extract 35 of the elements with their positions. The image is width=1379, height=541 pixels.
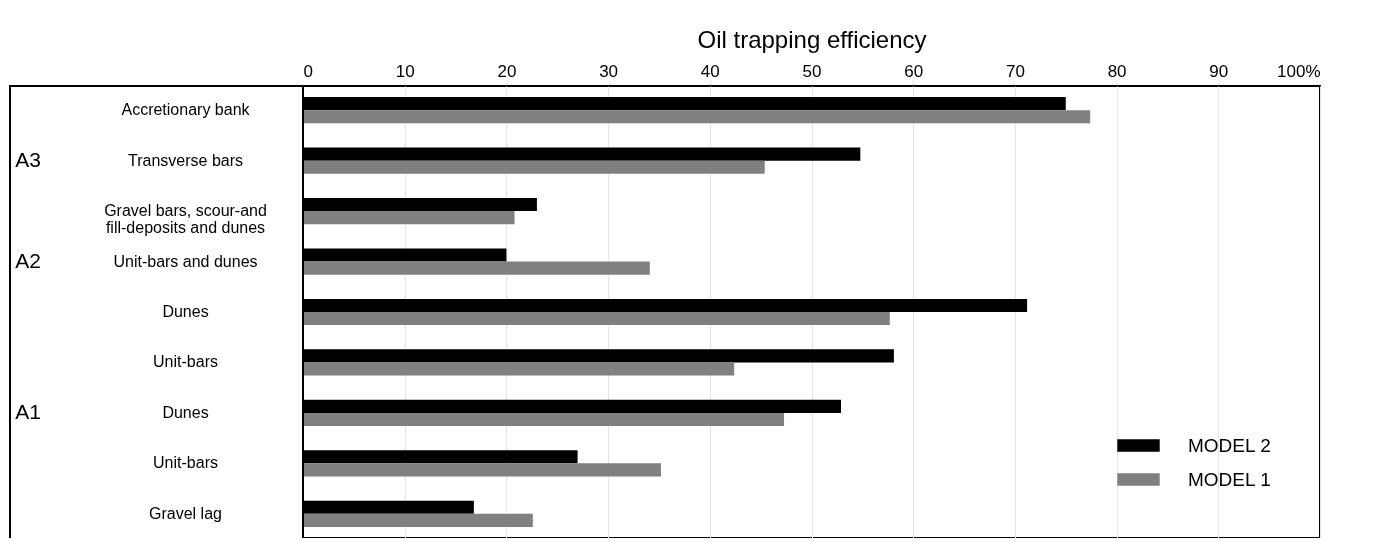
x-axis-title: Oil trapping efficiency	[697, 25, 927, 53]
text: A3	[15, 147, 41, 171]
y-tick-label: Dunes	[162, 403, 209, 421]
x-tick-label: 10	[395, 61, 415, 81]
x-tick-label: 100%	[1277, 61, 1321, 81]
x-tick-label: 70	[1005, 61, 1025, 81]
y-tick-label: Unit-bars	[153, 353, 218, 371]
y-tick-label: Dunes	[162, 303, 209, 320]
text: A2	[15, 248, 41, 272]
x-tick-label: 30	[599, 61, 619, 81]
x-tick-label: 20	[497, 61, 517, 81]
y-tick-label: Gravel bars, scour-and fill-deposits and dunes	[104, 202, 267, 237]
bar	[303, 513, 533, 527]
y-tick-label: Unit-bars	[153, 454, 218, 472]
legend-label: MODEL 2	[1188, 434, 1271, 456]
x-tick-label: 0	[303, 61, 313, 81]
x-tick-label: 80	[1107, 61, 1127, 81]
x-tick-label: 60	[904, 61, 924, 81]
x-tick-label: 50	[802, 61, 822, 81]
bar	[303, 261, 650, 275]
y-tick-label: Unit-bars and dunes	[113, 252, 258, 270]
y-tick-label: Gravel lag	[149, 504, 222, 522]
bar	[303, 110, 1091, 124]
x-tick-label: 40	[700, 61, 720, 81]
bar	[303, 312, 890, 326]
y-tick-label: Transverse bars	[128, 151, 243, 169]
bar	[303, 463, 661, 477]
text: A1	[15, 399, 41, 423]
x-tick-label: 90	[1209, 61, 1229, 81]
legend-label: MODEL 1	[1188, 468, 1271, 490]
bar	[303, 211, 515, 225]
y-tick-label: Accretionary bank	[121, 101, 251, 119]
bar	[303, 412, 785, 427]
bar	[303, 362, 735, 376]
bar	[303, 160, 765, 174]
